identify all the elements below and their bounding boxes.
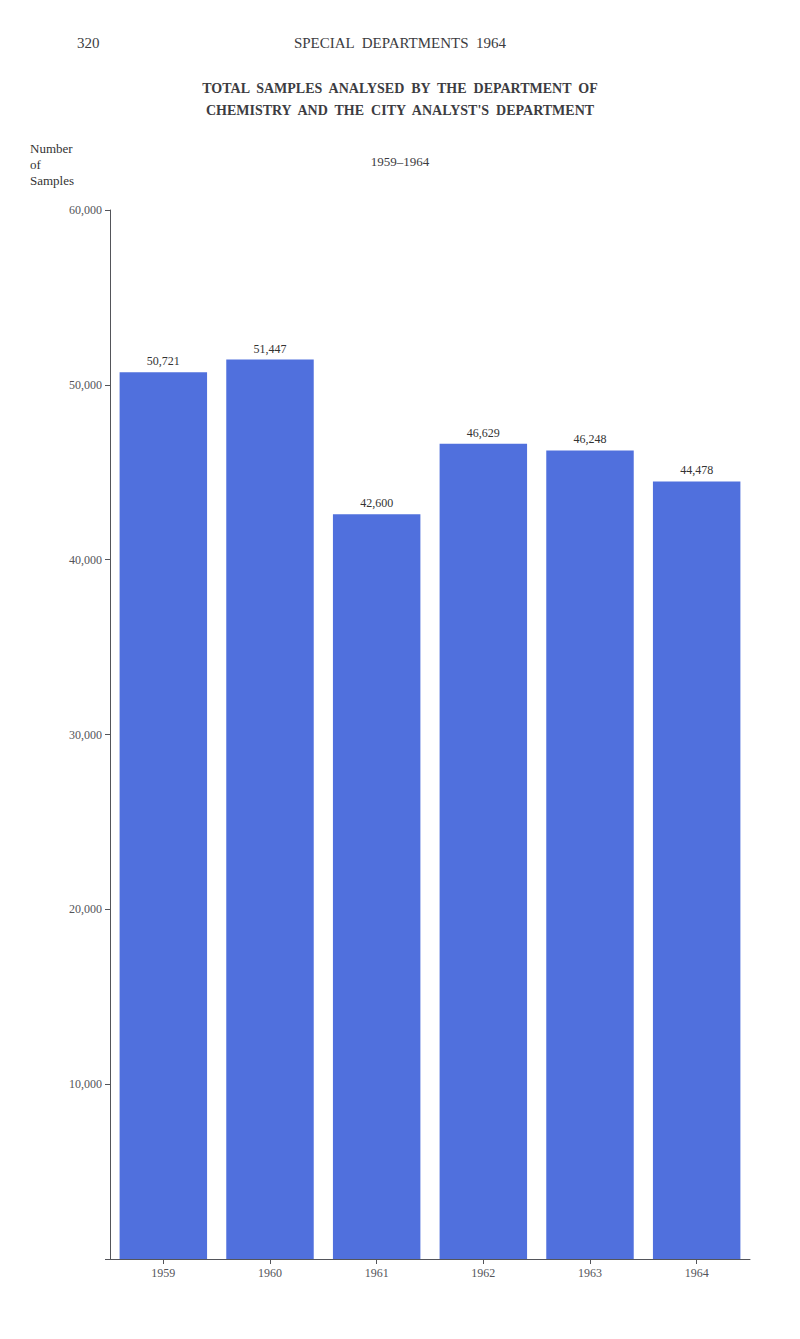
svg-text:30,000: 30,000 bbox=[69, 728, 102, 742]
svg-text:20,000: 20,000 bbox=[69, 902, 102, 916]
svg-text:320: 320 bbox=[77, 35, 100, 51]
svg-text:1962: 1962 bbox=[471, 1266, 495, 1280]
svg-text:SPECIAL DEPARTMENTS 1964: SPECIAL DEPARTMENTS 1964 bbox=[294, 35, 507, 51]
svg-text:10,000: 10,000 bbox=[69, 1077, 102, 1091]
svg-text:1964: 1964 bbox=[685, 1266, 709, 1280]
svg-text:of: of bbox=[30, 157, 42, 172]
svg-text:1961: 1961 bbox=[365, 1266, 389, 1280]
svg-text:Number: Number bbox=[30, 141, 73, 156]
svg-text:CHEMISTRY AND THE CITY ANA: CHEMISTRY AND THE CITY ANALYST'S DEPARTM… bbox=[206, 103, 595, 118]
svg-text:42,600: 42,600 bbox=[360, 496, 393, 510]
svg-text:46,248: 46,248 bbox=[574, 432, 607, 446]
svg-text:40,000: 40,000 bbox=[69, 553, 102, 567]
svg-text:TOTAL SAMPLES ANALYSED BY: TOTAL SAMPLES ANALYSED BY THE DEPARTMENT… bbox=[202, 81, 598, 96]
svg-text:50,721: 50,721 bbox=[147, 354, 180, 368]
svg-text:1959: 1959 bbox=[151, 1266, 175, 1280]
svg-text:1960: 1960 bbox=[258, 1266, 282, 1280]
svg-text:50,000: 50,000 bbox=[69, 378, 102, 392]
svg-text:1959–1964: 1959–1964 bbox=[371, 154, 430, 169]
svg-text:51,447: 51,447 bbox=[254, 342, 287, 356]
svg-text:44,478: 44,478 bbox=[680, 463, 713, 477]
svg-text:1963: 1963 bbox=[578, 1266, 602, 1280]
svg-text:Samples: Samples bbox=[30, 173, 74, 188]
svg-text:60,000: 60,000 bbox=[69, 203, 102, 217]
svg-text:46,629: 46,629 bbox=[467, 426, 500, 440]
